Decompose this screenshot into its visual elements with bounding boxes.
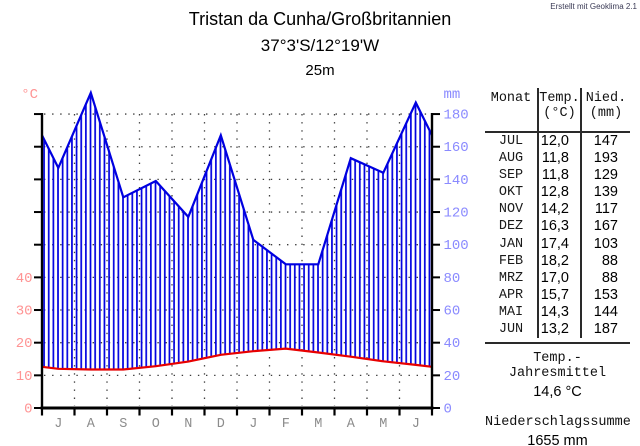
svg-text:120: 120 (444, 206, 469, 222)
right-axis-unit: mm (444, 87, 461, 103)
table-cell-month: JUN (498, 322, 524, 338)
svg-text:A: A (347, 417, 356, 432)
svg-text:N: N (184, 417, 192, 432)
svg-text:S: S (119, 417, 127, 432)
table-cell-precip: 167 (593, 218, 618, 235)
table-cell-month: JAN (498, 236, 524, 252)
table-cell-precip: 103 (593, 235, 618, 252)
table-cell-precip: 193 (593, 150, 618, 167)
table-cell-temp: 12,0 (537, 133, 582, 151)
table-cell-precip: 147 (593, 133, 618, 149)
svg-text:0: 0 (24, 402, 32, 418)
table-cell-month: AUG (498, 151, 524, 167)
svg-text:D: D (217, 417, 225, 432)
left-axis-temperature: 0 10 20 30 40 °C (16, 87, 42, 418)
climate-chart: 0 10 20 30 40 °C 0 20 40 60 80 100 120 140 160 180 mm J A S… (16, 87, 469, 432)
table-cell-temp: 13,2 (537, 321, 582, 339)
table-cell-month: SEP (498, 168, 524, 184)
svg-text:100: 100 (444, 238, 469, 254)
annual-temp-label: Temp.-Jahresmittel (508, 351, 607, 382)
table-cell-precip: 117 (594, 201, 618, 218)
svg-text:60: 60 (444, 304, 461, 320)
title-block: Tristan da Cunha/Großbritannien 37°3'S/1… (0, 6, 640, 82)
table-cell-temp: 11,8 (537, 167, 582, 185)
svg-text:180: 180 (444, 108, 469, 124)
annual-precip-label: Niederschlagssumme (485, 415, 631, 431)
svg-text:M: M (314, 417, 322, 432)
svg-text:O: O (152, 417, 160, 432)
table-cell-temp: 17,4 (537, 235, 582, 253)
table-cell-precip: 139 (593, 184, 618, 201)
svg-text:M: M (379, 417, 387, 432)
table-cell-month: JUL (498, 134, 524, 149)
svg-text:J: J (412, 417, 420, 432)
precipitation-curve (41, 89, 433, 266)
right-axis-precipitation: 0 20 40 60 80 100 120 140 160 180 mm (432, 87, 469, 418)
table-cell-temp: 17,0 (537, 269, 582, 287)
svg-text:20: 20 (444, 369, 461, 385)
table-cell-month: APR (498, 287, 524, 303)
table-cell-month: DEZ (498, 219, 524, 235)
svg-text:140: 140 (444, 173, 469, 189)
header-temp: Temp. (°C) (537, 88, 582, 131)
svg-text:J: J (54, 417, 62, 432)
svg-text:40: 40 (444, 336, 461, 352)
svg-text:0: 0 (444, 402, 452, 418)
table-cell-temp: 12,8 (537, 184, 582, 202)
table-cell-month: MAI (498, 304, 524, 320)
app-credit: Erstellt mit Geoklima 2.1 (550, 2, 637, 11)
temperature-curve (41, 347, 433, 371)
climate-table: Monat Temp. (°C) Nied. (mm) JUL 12,0 147 AU… (485, 88, 631, 446)
svg-text:160: 160 (444, 140, 469, 156)
annual-precip-value: 1655 mm (527, 433, 588, 446)
table-cell-month: NOV (498, 202, 524, 218)
svg-text:80: 80 (444, 271, 461, 287)
svg-text:F: F (282, 417, 290, 432)
table-cell-month: FEB (498, 253, 524, 269)
humid-area (42, 92, 432, 370)
header-month: Monat (490, 91, 532, 106)
svg-text:J: J (249, 417, 257, 432)
table-cell-precip: 88 (601, 252, 618, 269)
table-cell-temp: 14,3 (537, 303, 582, 322)
svg-text:40: 40 (16, 271, 33, 287)
table-cell-temp: 18,2 (537, 252, 582, 270)
table-cell-temp: 15,7 (537, 286, 582, 304)
table-body: JUL 12,0 147 AUG 11,8 193 SEP 11,8 129 OKT 12,8 139… (485, 133, 630, 345)
svg-text:A: A (87, 417, 96, 432)
svg-text:20: 20 (16, 336, 33, 352)
table-cell-temp: 14,2 (537, 201, 582, 219)
table-cell-temp: 16,3 (537, 218, 582, 236)
table-header: Monat Temp. (°C) Nied. (mm) (485, 88, 630, 133)
left-axis-unit: °C (21, 87, 38, 103)
svg-text:10: 10 (16, 369, 33, 385)
table-cell-precip: 88 (601, 269, 618, 286)
header-precip: Nied. (mm) (585, 91, 627, 121)
table-cell-precip: 144 (593, 303, 618, 320)
table-cell-month: OKT (498, 185, 524, 201)
station-coordinates: 37°3'S/12°19'W (260, 36, 380, 55)
table-cell-precip: 187 (593, 321, 618, 338)
table-cell-precip: 129 (593, 167, 618, 184)
svg-text:30: 30 (16, 304, 33, 320)
table-cell-precip: 153 (593, 286, 618, 303)
station-elevation: 25m (305, 62, 335, 79)
table-cell-month: MRZ (498, 270, 524, 286)
table-cell-temp: 11,8 (537, 150, 582, 168)
annual-temp-value: 14,6 °C (533, 384, 582, 401)
station-title: Tristan da Cunha/Großbritannien (188, 9, 452, 29)
